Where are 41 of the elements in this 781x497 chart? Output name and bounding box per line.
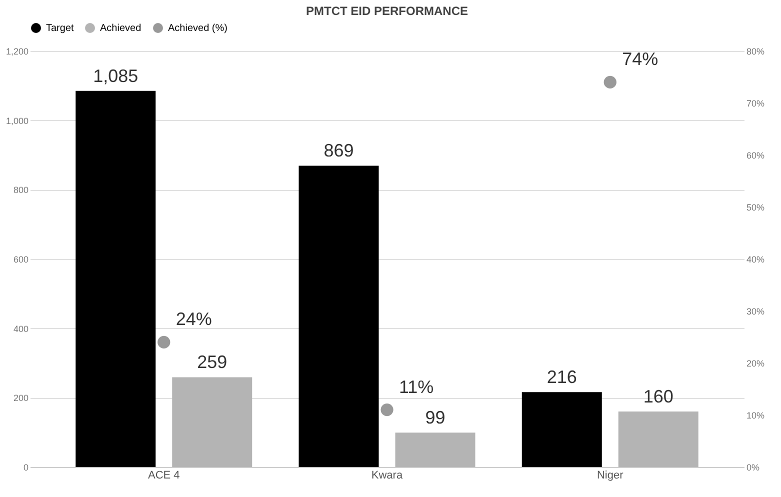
data-label: 24% xyxy=(176,309,212,330)
bar xyxy=(76,90,156,467)
y-tick-label: 600 xyxy=(13,254,28,264)
legend-label: Target xyxy=(46,23,74,34)
y2-tick-label: 20% xyxy=(746,358,765,368)
y2-tick-label: 30% xyxy=(746,306,765,316)
point xyxy=(158,336,170,349)
legend-label: Achieved (%) xyxy=(168,23,228,34)
bar xyxy=(298,166,379,467)
y-tick-label: 1,200 xyxy=(6,46,28,56)
bar xyxy=(395,432,476,467)
y-tick-label: 400 xyxy=(13,324,28,334)
y2-tick-label: 50% xyxy=(746,202,765,212)
point xyxy=(380,403,394,416)
y2-tick-label: 40% xyxy=(746,254,765,264)
x-tick-label: Kwara xyxy=(371,470,404,482)
y2-tick-label: 10% xyxy=(746,410,765,420)
y-tick-label: 200 xyxy=(13,393,28,404)
y-tick-label: 0 xyxy=(23,462,28,472)
chart-title: PMTCT EID PERFORMANCE xyxy=(306,4,468,18)
data-label: 216 xyxy=(546,367,577,388)
data-label: 99 xyxy=(425,408,446,428)
data-label: 869 xyxy=(324,140,354,161)
legend-label: Achieved xyxy=(100,23,142,34)
x-tick-label: ACE 4 xyxy=(148,470,180,482)
bar xyxy=(172,377,252,467)
bar xyxy=(522,392,602,467)
x-tick-label: Niger xyxy=(596,470,624,482)
y2-tick-label: 70% xyxy=(746,98,765,108)
y-tick-label: 800 xyxy=(13,185,28,196)
data-label: 74% xyxy=(622,49,658,70)
y2-tick-label: 60% xyxy=(746,150,765,160)
y2-tick-label: 0% xyxy=(746,462,760,472)
bar xyxy=(618,412,698,467)
y-tick-label: 1,000 xyxy=(6,116,28,126)
data-label: 11% xyxy=(399,376,434,397)
data-label: 160 xyxy=(643,386,674,407)
data-label: 1,085 xyxy=(93,66,138,86)
data-label: 259 xyxy=(197,352,228,372)
point xyxy=(604,76,616,89)
y2-tick-label: 80% xyxy=(746,46,765,56)
